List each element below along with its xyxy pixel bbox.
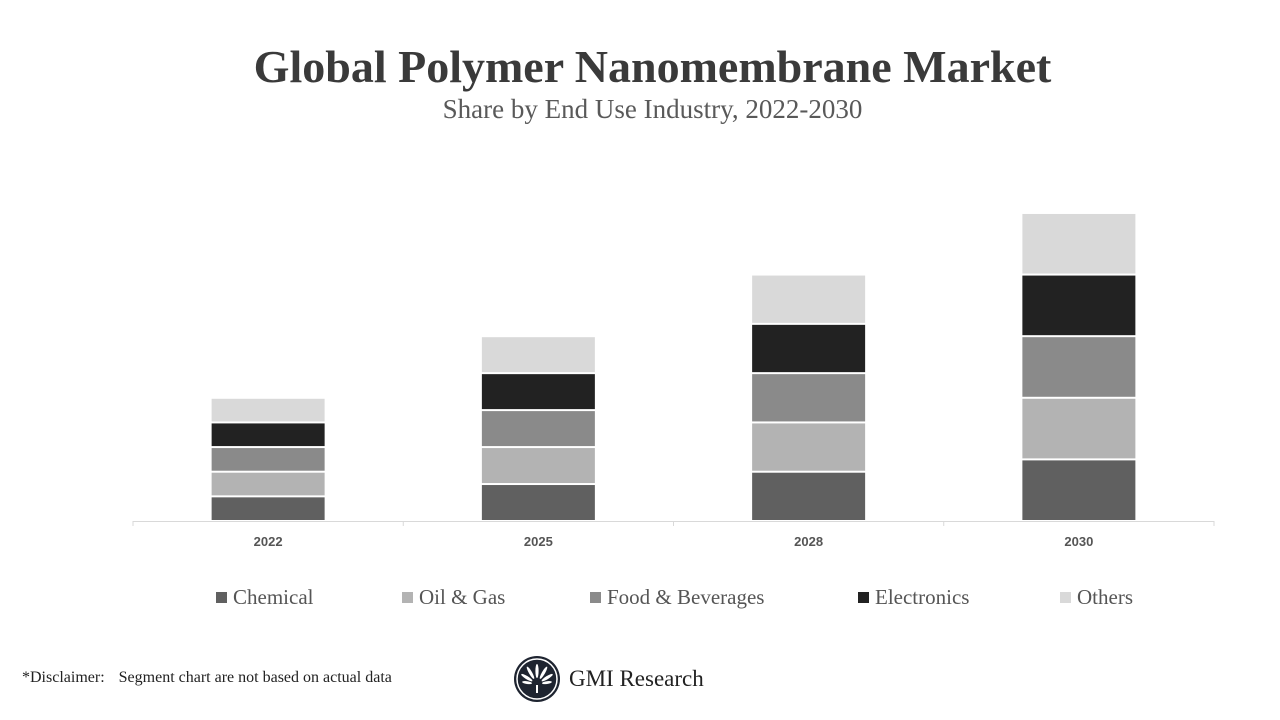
x-tick-label: 2025 — [524, 534, 553, 549]
brand: GMI Research — [513, 655, 704, 703]
bar-segment-food-beverages-2030 — [1022, 337, 1136, 397]
legend-label: Chemical — [233, 585, 314, 609]
x-tick-label: 2022 — [254, 534, 283, 549]
legend-item: Chemical — [216, 585, 313, 610]
x-tick-label: 2030 — [1064, 534, 1093, 549]
bar-segment-food-beverages-2025 — [481, 411, 595, 447]
bar-segment-others-2030 — [1022, 213, 1136, 274]
legend-item: Oil & Gas — [402, 585, 505, 610]
legend-label: Food & Beverages — [607, 585, 765, 609]
bar-segment-others-2025 — [481, 337, 595, 373]
legend-swatch — [402, 592, 413, 603]
bar-segment-electronics-2025 — [481, 374, 595, 410]
bar-segment-oil-gas-2028 — [752, 423, 866, 471]
bar-segment-chemical-2030 — [1022, 460, 1136, 520]
bar-segment-others-2022 — [211, 398, 325, 422]
bar-segment-electronics-2030 — [1022, 275, 1136, 336]
legend-swatch — [1060, 592, 1071, 603]
bar-segment-food-beverages-2028 — [752, 374, 866, 422]
legend: Chemical Oil & Gas Food & Beverages Electro… — [0, 585, 1280, 611]
bar-segment-chemical-2025 — [481, 485, 595, 520]
x-tick-label: 2028 — [794, 534, 823, 549]
bar-segment-chemical-2028 — [752, 472, 866, 520]
bar-segment-electronics-2022 — [211, 423, 325, 447]
legend-label: Electronics — [875, 585, 970, 609]
legend-label: Others — [1077, 585, 1133, 609]
legend-item: Electronics — [858, 585, 969, 610]
gmi-logo-icon — [514, 656, 560, 702]
legend-item: Food & Beverages — [590, 585, 764, 610]
bar-segment-oil-gas-2025 — [481, 448, 595, 484]
chart-subtitle: Share by End Use Industry, 2022-2030 — [442, 94, 863, 124]
bar-segment-oil-gas-2030 — [1022, 398, 1136, 459]
bar-segment-others-2028 — [752, 275, 866, 323]
disclaimer-text: Segment chart are not based on actual da… — [118, 669, 392, 686]
bar-segment-chemical-2022 — [211, 497, 325, 520]
bar-segment-electronics-2028 — [752, 324, 866, 373]
legend-item: Others — [1060, 585, 1133, 610]
chart-title: Global Polymer Nanomembrane Market — [253, 41, 1052, 92]
disclaimer-label: *Disclaimer: — [22, 669, 105, 686]
bar-segment-oil-gas-2022 — [211, 472, 325, 496]
legend-label: Oil & Gas — [419, 585, 506, 609]
legend-swatch — [216, 592, 227, 603]
disclaimer: *Disclaimer: Segment chart are not based … — [22, 669, 406, 687]
legend-swatch — [858, 592, 869, 603]
brand-name: GMI Research — [569, 666, 704, 691]
legend-swatch — [590, 592, 601, 603]
bar-segment-food-beverages-2022 — [211, 448, 325, 471]
